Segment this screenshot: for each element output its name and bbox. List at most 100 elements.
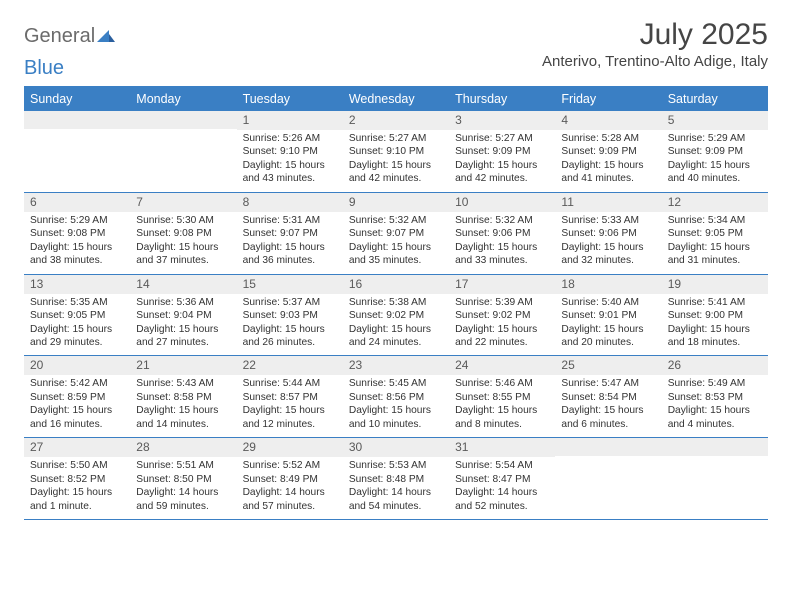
daylight-line: Daylight: 15 hours and 10 minutes. — [349, 404, 443, 431]
sunset-line: Sunset: 9:06 PM — [561, 227, 655, 240]
calendar-cell: 19 Sunrise: 5:41 AMSunset: 9:00 PMDayligh… — [662, 275, 768, 356]
day-number: 12 — [662, 193, 768, 212]
cell-body: Sunrise: 5:30 AMSunset: 9:08 PMDaylight:… — [130, 212, 236, 274]
sunset-line: Sunset: 8:52 PM — [30, 473, 124, 486]
daylight-line: Daylight: 15 hours and 42 minutes. — [455, 159, 549, 186]
cell-body: Sunrise: 5:52 AMSunset: 8:49 PMDaylight:… — [237, 457, 343, 519]
day-header: Thursday — [449, 88, 555, 111]
day-number — [555, 438, 661, 456]
day-header-row: SundayMondayTuesdayWednesdayThursdayFrid… — [24, 88, 768, 111]
cell-body: Sunrise: 5:26 AMSunset: 9:10 PMDaylight:… — [237, 130, 343, 192]
cell-body: Sunrise: 5:54 AMSunset: 8:47 PMDaylight:… — [449, 457, 555, 519]
sunset-line: Sunset: 9:07 PM — [349, 227, 443, 240]
sunrise-line: Sunrise: 5:34 AM — [668, 214, 762, 227]
sunrise-line: Sunrise: 5:52 AM — [243, 459, 337, 472]
sunset-line: Sunset: 9:06 PM — [455, 227, 549, 240]
weeks-container: 1Sunrise: 5:26 AMSunset: 9:10 PMDaylight… — [24, 111, 768, 520]
day-number: 3 — [449, 111, 555, 130]
day-number: 15 — [237, 275, 343, 294]
cell-body: Sunrise: 5:28 AMSunset: 9:09 PMDaylight:… — [555, 130, 661, 192]
sunset-line: Sunset: 8:49 PM — [243, 473, 337, 486]
daylight-line: Daylight: 15 hours and 12 minutes. — [243, 404, 337, 431]
sunrise-line: Sunrise: 5:42 AM — [30, 377, 124, 390]
calendar-cell: 24Sunrise: 5:46 AMSunset: 8:55 PMDayligh… — [449, 356, 555, 437]
calendar-cell: 8Sunrise: 5:31 AMSunset: 9:07 PMDaylight… — [237, 193, 343, 274]
calendar-cell: 15Sunrise: 5:37 AMSunset: 9:03 PMDayligh… — [237, 275, 343, 356]
logo-mark-icon — [97, 28, 115, 47]
sunrise-line: Sunrise: 5:28 AM — [561, 132, 655, 145]
sunset-line: Sunset: 9:08 PM — [136, 227, 230, 240]
sunset-line: Sunset: 9:00 PM — [668, 309, 762, 322]
daylight-line: Daylight: 15 hours and 29 minutes. — [30, 323, 124, 350]
sunrise-line: Sunrise: 5:26 AM — [243, 132, 337, 145]
daylight-line: Daylight: 15 hours and 14 minutes. — [136, 404, 230, 431]
day-number — [130, 111, 236, 129]
day-number: 19 — [662, 275, 768, 294]
cell-body: Sunrise: 5:29 AMSunset: 9:09 PMDaylight:… — [662, 130, 768, 192]
cell-body: Sunrise: 5:44 AMSunset: 8:57 PMDaylight:… — [237, 375, 343, 437]
cell-body: Sunrise: 5:51 AMSunset: 8:50 PMDaylight:… — [130, 457, 236, 519]
sunset-line: Sunset: 9:07 PM — [243, 227, 337, 240]
daylight-line: Daylight: 15 hours and 41 minutes. — [561, 159, 655, 186]
logo: General Blue — [24, 18, 115, 80]
title-block: July 2025 Anterivo, Trentino-Alto Adige,… — [542, 18, 768, 70]
cell-body: Sunrise: 5:33 AMSunset: 9:06 PMDaylight:… — [555, 212, 661, 274]
sunset-line: Sunset: 9:04 PM — [136, 309, 230, 322]
sunset-line: Sunset: 9:09 PM — [668, 145, 762, 158]
day-number: 4 — [555, 111, 661, 130]
calendar-cell: 22Sunrise: 5:44 AMSunset: 8:57 PMDayligh… — [237, 356, 343, 437]
cell-body: Sunrise: 5:47 AMSunset: 8:54 PMDaylight:… — [555, 375, 661, 437]
calendar-cell: 16Sunrise: 5:38 AMSunset: 9:02 PMDayligh… — [343, 275, 449, 356]
cell-body: Sunrise: 5:27 AMSunset: 9:10 PMDaylight:… — [343, 130, 449, 192]
day-header: Monday — [130, 88, 236, 111]
sunrise-line: Sunrise: 5:30 AM — [136, 214, 230, 227]
calendar-cell: 2Sunrise: 5:27 AMSunset: 9:10 PMDaylight… — [343, 111, 449, 192]
calendar-cell: 10Sunrise: 5:32 AMSunset: 9:06 PMDayligh… — [449, 193, 555, 274]
daylight-line: Daylight: 15 hours and 18 minutes. — [668, 323, 762, 350]
day-number: 14 — [130, 275, 236, 294]
sunrise-line: Sunrise: 5:39 AM — [455, 296, 549, 309]
sunrise-line: Sunrise: 5:44 AM — [243, 377, 337, 390]
sunset-line: Sunset: 9:01 PM — [561, 309, 655, 322]
calendar-cell: 9Sunrise: 5:32 AMSunset: 9:07 PMDaylight… — [343, 193, 449, 274]
sunrise-line: Sunrise: 5:37 AM — [243, 296, 337, 309]
sunset-line: Sunset: 8:54 PM — [561, 391, 655, 404]
sunrise-line: Sunrise: 5:50 AM — [30, 459, 124, 472]
day-number: 20 — [24, 356, 130, 375]
daylight-line: Daylight: 15 hours and 22 minutes. — [455, 323, 549, 350]
calendar-cell: 11Sunrise: 5:33 AMSunset: 9:06 PMDayligh… — [555, 193, 661, 274]
cell-body: Sunrise: 5:45 AMSunset: 8:56 PMDaylight:… — [343, 375, 449, 437]
day-number: 31 — [449, 438, 555, 457]
sunset-line: Sunset: 9:05 PM — [668, 227, 762, 240]
week-row: 13Sunrise: 5:35 AMSunset: 9:05 PMDayligh… — [24, 275, 768, 357]
sunrise-line: Sunrise: 5:40 AM — [561, 296, 655, 309]
day-number — [24, 111, 130, 129]
calendar-cell: 30Sunrise: 5:53 AMSunset: 8:48 PMDayligh… — [343, 438, 449, 519]
sunrise-line: Sunrise: 5:54 AM — [455, 459, 549, 472]
sunrise-line: Sunrise: 5:53 AM — [349, 459, 443, 472]
cell-body: Sunrise: 5:40 AMSunset: 9:01 PMDaylight:… — [555, 294, 661, 356]
calendar-cell: 5Sunrise: 5:29 AMSunset: 9:09 PMDaylight… — [662, 111, 768, 192]
sunrise-line: Sunrise: 5:31 AM — [243, 214, 337, 227]
cell-body: Sunrise: 5:38 AMSunset: 9:02 PMDaylight:… — [343, 294, 449, 356]
day-number: 27 — [24, 438, 130, 457]
sunrise-line: Sunrise: 5:43 AM — [136, 377, 230, 390]
daylight-line: Daylight: 14 hours and 59 minutes. — [136, 486, 230, 513]
day-number: 25 — [555, 356, 661, 375]
cell-body: Sunrise: 5:39 AMSunset: 9:02 PMDaylight:… — [449, 294, 555, 356]
daylight-line: Daylight: 15 hours and 43 minutes. — [243, 159, 337, 186]
day-header: Sunday — [24, 88, 130, 111]
day-number: 7 — [130, 193, 236, 212]
logo-part1: General — [24, 25, 95, 47]
cell-body: Sunrise: 5:35 AMSunset: 9:05 PMDaylight:… — [24, 294, 130, 356]
sunset-line: Sunset: 8:57 PM — [243, 391, 337, 404]
daylight-line: Daylight: 15 hours and 31 minutes. — [668, 241, 762, 268]
calendar-cell: 1Sunrise: 5:26 AMSunset: 9:10 PMDaylight… — [237, 111, 343, 192]
calendar-cell: 28Sunrise: 5:51 AMSunset: 8:50 PMDayligh… — [130, 438, 236, 519]
daylight-line: Daylight: 15 hours and 27 minutes. — [136, 323, 230, 350]
calendar-cell: 21Sunrise: 5:43 AMSunset: 8:58 PMDayligh… — [130, 356, 236, 437]
week-row: 20Sunrise: 5:42 AMSunset: 8:59 PMDayligh… — [24, 356, 768, 438]
day-number: 30 — [343, 438, 449, 457]
sunrise-line: Sunrise: 5:47 AM — [561, 377, 655, 390]
sunrise-line: Sunrise: 5:41 AM — [668, 296, 762, 309]
